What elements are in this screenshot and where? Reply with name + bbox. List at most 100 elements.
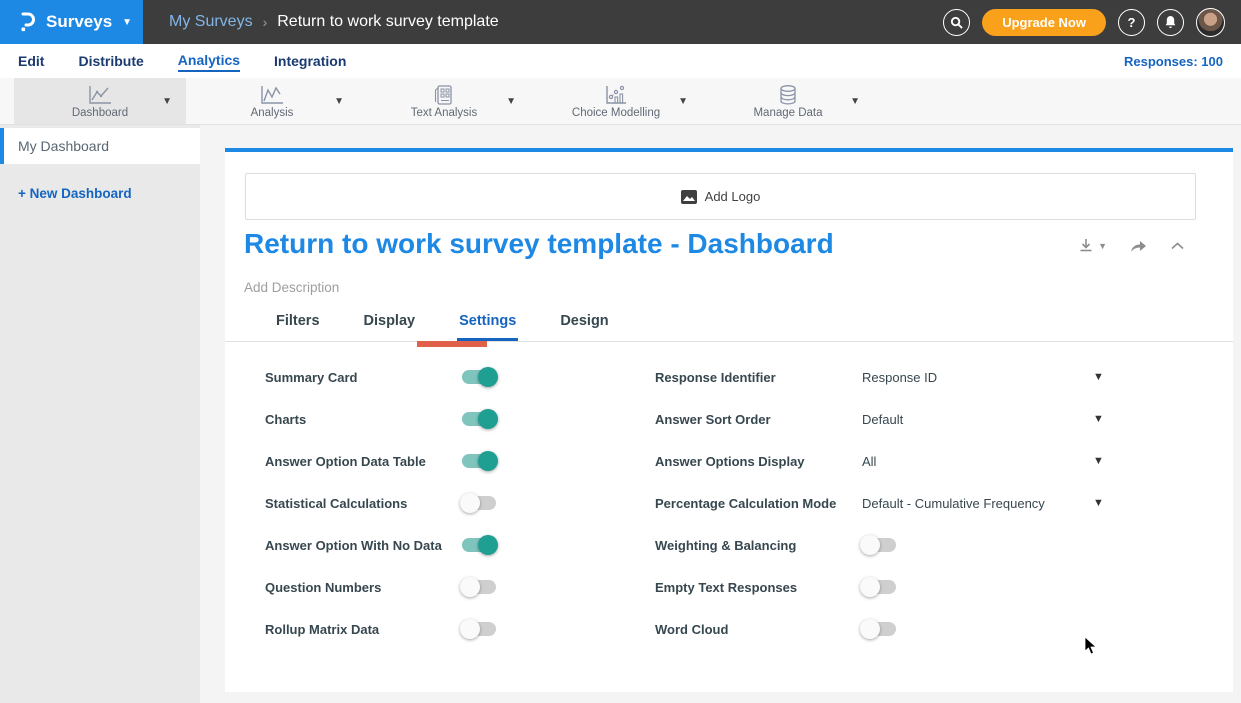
toggle-knob: [860, 619, 880, 639]
toggle-weighting-balancing[interactable]: [860, 535, 896, 555]
dropdown-answer-options-display[interactable]: All: [862, 453, 877, 469]
toolbar-item-manage-data[interactable]: Manage Data ▼: [702, 78, 874, 124]
add-logo-dropzone[interactable]: Add Logo: [245, 173, 1196, 220]
setting-row: Empty Text Responses: [655, 566, 1104, 608]
sidebar-item-my-dashboard[interactable]: My Dashboard: [0, 128, 200, 164]
chevron-down-icon: ▼: [122, 16, 133, 28]
download-icon: [1080, 239, 1092, 252]
setting-row: Charts: [265, 398, 498, 440]
chevron-down-icon[interactable]: ▼: [678, 96, 688, 107]
setting-row: Statistical Calculations: [265, 482, 496, 524]
title-actions: ▼: [1078, 237, 1185, 254]
toggle-knob: [860, 535, 880, 555]
search-icon: [951, 16, 963, 29]
responses-count[interactable]: Responses: 100: [1124, 53, 1223, 69]
nav-item-integration[interactable]: Integration: [274, 53, 347, 69]
setting-row: Weighting & Balancing: [655, 524, 1104, 566]
breadcrumb-current: Return to work survey template: [277, 13, 499, 30]
toggle-statistical-calculations[interactable]: [460, 493, 496, 513]
main-content: Add Logo Return to work survey template …: [200, 125, 1241, 703]
toolbar-label: Manage Data: [753, 106, 823, 119]
user-avatar[interactable]: [1196, 7, 1225, 37]
questionpro-logo-icon: [21, 12, 35, 32]
setting-row: Answer Option With No Data: [265, 524, 498, 566]
nav-item-edit[interactable]: Edit: [18, 53, 45, 69]
page-title[interactable]: Return to work survey template - Dashboa…: [244, 228, 834, 259]
tab-filters[interactable]: Filters: [276, 313, 320, 329]
toggle-empty-text-responses[interactable]: [860, 577, 896, 597]
analytics-toolbar: Dashboard ▼ Analysis ▼ Text Analysis ▼ C…: [0, 78, 1241, 125]
chevron-down-icon[interactable]: ▼: [506, 96, 516, 107]
collapse-button[interactable]: [1170, 241, 1185, 251]
setting-row: Response Identifier Response ID ▼: [655, 356, 1104, 398]
setting-label: Answer Option Data Table: [265, 453, 426, 469]
dropdown-answer-sort-order[interactable]: Default: [862, 411, 904, 427]
chevron-down-icon[interactable]: ▼: [850, 96, 860, 107]
setting-row: Rollup Matrix Data: [265, 608, 496, 650]
chevron-down-icon[interactable]: ▼: [1093, 497, 1104, 509]
setting-label: Answer Option With No Data: [265, 537, 442, 553]
chevron-down-icon[interactable]: ▼: [1093, 455, 1104, 467]
search-button[interactable]: [943, 8, 971, 36]
notifications-button[interactable]: [1157, 8, 1184, 36]
dashboard-tabs: Filters Display Settings Design: [225, 309, 1233, 342]
setting-label: Weighting & Balancing: [655, 537, 797, 553]
product-switcher[interactable]: Surveys ▼: [0, 0, 143, 44]
chevron-down-icon[interactable]: ▼: [1093, 413, 1104, 425]
new-dashboard-button[interactable]: + New Dashboard: [18, 186, 132, 201]
setting-row: Question Numbers: [265, 566, 496, 608]
chevron-down-icon[interactable]: ▼: [162, 96, 172, 107]
nav-item-analytics[interactable]: Analytics: [177, 50, 241, 72]
toggle-answer-option-data-table[interactable]: [462, 451, 498, 471]
toggle-knob: [460, 619, 480, 639]
breadcrumb: My Surveys › Return to work survey templ…: [169, 13, 499, 31]
tab-display[interactable]: Display: [363, 313, 416, 329]
upgrade-now-button[interactable]: Upgrade Now: [982, 8, 1106, 36]
toolbar-item-choice-modelling[interactable]: Choice Modelling ▼: [530, 78, 702, 124]
toolbar-item-text-analysis[interactable]: Text Analysis ▼: [358, 78, 530, 124]
add-logo-label: Add Logo: [704, 189, 761, 204]
chevron-down-icon[interactable]: ▼: [1093, 371, 1104, 383]
toggle-knob: [478, 451, 498, 471]
toggle-knob: [478, 535, 498, 555]
chevron-down-icon[interactable]: ▼: [334, 96, 344, 107]
setting-row: Answer Options Display All ▼: [655, 440, 1104, 482]
nav-item-distribute[interactable]: Distribute: [78, 53, 144, 69]
setting-label: Summary Card: [265, 369, 358, 385]
breadcrumb-parent-link[interactable]: My Surveys: [169, 13, 253, 30]
setting-label: Rollup Matrix Data: [265, 621, 380, 637]
share-icon: [1131, 240, 1146, 252]
setting-row: Percentage Calculation Mode Default - Cu…: [655, 482, 1104, 524]
toggle-charts[interactable]: [462, 409, 498, 429]
toggle-rollup-matrix-data[interactable]: [460, 619, 496, 639]
setting-label: Charts: [265, 411, 307, 427]
setting-label: Question Numbers: [265, 579, 382, 595]
toggle-word-cloud[interactable]: [860, 619, 896, 639]
chevron-up-icon: [1171, 241, 1184, 249]
toggle-answer-option-with-no-data[interactable]: [462, 535, 498, 555]
tab-design[interactable]: Design: [560, 313, 609, 329]
tab-settings[interactable]: Settings: [457, 309, 519, 341]
toolbar-label: Dashboard: [71, 106, 129, 119]
dropdown-response-identifier[interactable]: Response ID: [862, 369, 938, 385]
dropdown-percentage-calculation-mode[interactable]: Default - Cumulative Frequency: [862, 495, 1045, 511]
help-button[interactable]: ?: [1118, 8, 1145, 36]
setting-row: Answer Option Data Table: [265, 440, 498, 482]
setting-label: Answer Sort Order: [655, 411, 771, 427]
chevron-down-icon: ▼: [1098, 240, 1107, 251]
toggle-summary-card[interactable]: [462, 367, 498, 387]
toggle-knob: [478, 409, 498, 429]
download-button[interactable]: ▼: [1078, 237, 1107, 254]
toggle-knob: [860, 577, 880, 597]
toolbar-item-analysis[interactable]: Analysis ▼: [186, 78, 358, 124]
question-mark-icon: ?: [1127, 14, 1136, 30]
toggle-question-numbers[interactable]: [460, 577, 496, 597]
share-button[interactable]: [1129, 238, 1148, 254]
setting-label: Answer Options Display: [655, 453, 805, 469]
bell-icon: [1165, 15, 1176, 29]
add-description-field[interactable]: Add Description: [244, 280, 340, 295]
toolbar-label: Choice Modelling: [571, 106, 661, 119]
toolbar-item-dashboard[interactable]: Dashboard ▼: [14, 78, 186, 124]
document-grid-icon: [434, 84, 452, 105]
setting-label: Percentage Calculation Mode: [655, 495, 837, 511]
